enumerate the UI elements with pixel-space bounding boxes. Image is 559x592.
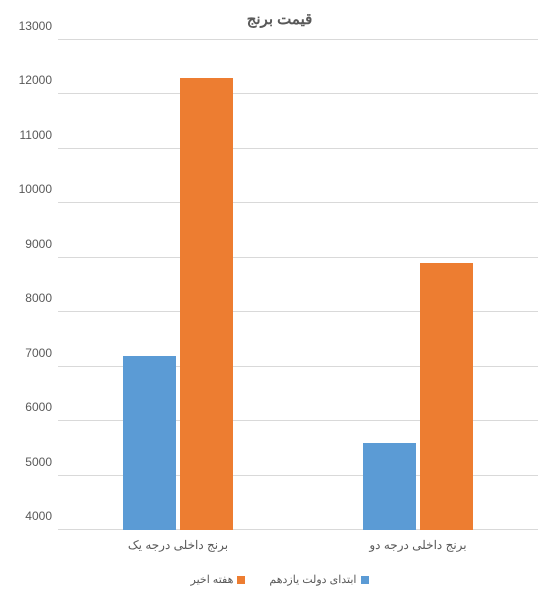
x-category-label: برنج داخلی درجه دو	[369, 538, 466, 552]
gridline	[58, 202, 538, 203]
y-tick-label: 7000	[25, 346, 52, 360]
x-category-label: برنج داخلی درجه یک	[128, 538, 228, 552]
gridline	[58, 257, 538, 258]
legend-text: ابتدای دولت یازدهم	[269, 574, 356, 586]
legend-item: هفته اخیر	[191, 573, 246, 586]
bar	[420, 263, 473, 530]
y-tick-label: 6000	[25, 400, 52, 414]
y-tick-label: 12000	[19, 73, 52, 87]
y-tick-label: 10000	[19, 182, 52, 196]
y-tick-label: 9000	[25, 237, 52, 251]
chart-container: قیمت برنج 400050006000700080009000100001…	[0, 0, 559, 592]
chart-title: قیمت برنج	[0, 10, 559, 28]
y-tick-label: 8000	[25, 291, 52, 305]
gridline	[58, 39, 538, 40]
bar	[180, 78, 233, 530]
bar	[123, 356, 176, 530]
gridline	[58, 148, 538, 149]
plot-area: 4000500060007000800090001000011000120001…	[58, 40, 538, 530]
y-tick-label: 4000	[25, 509, 52, 523]
legend-swatch	[237, 576, 245, 584]
y-tick-label: 13000	[19, 19, 52, 33]
legend: ابتدای دولت یازدهم هفته اخیر	[0, 573, 559, 586]
gridline	[58, 93, 538, 94]
legend-text: هفته اخیر	[191, 574, 234, 586]
legend-item: ابتدای دولت یازدهم	[269, 573, 368, 586]
legend-swatch	[361, 576, 369, 584]
y-tick-label: 5000	[25, 455, 52, 469]
bar	[363, 443, 416, 530]
y-tick-label: 11000	[20, 128, 52, 142]
